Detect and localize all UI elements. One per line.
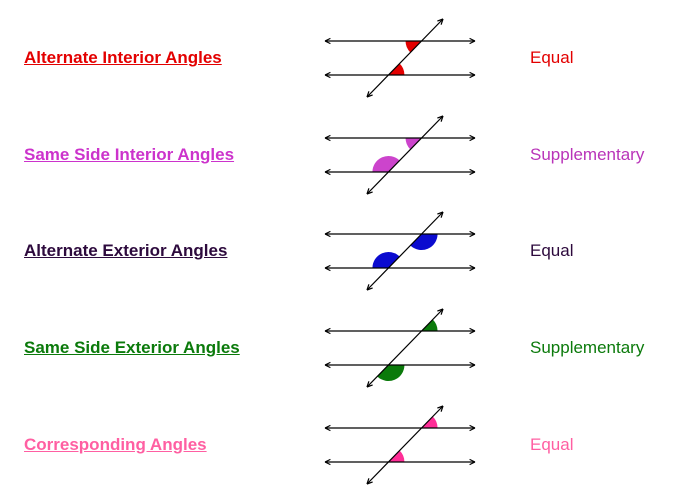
angle-row-alternate-exterior: Alternate Exterior Angles Equal [0,203,700,299]
angle-type-label: Same Side Interior Angles [24,145,234,164]
angle-type-label: Same Side Exterior Angles [24,338,240,357]
angle-relationship: Supplementary [530,145,644,164]
angle-diagram [315,206,485,296]
angle-row-same-side-exterior: Same Side Exterior Angles Supplementary [0,300,700,396]
angle-row-corresponding: Corresponding Angles Equal [0,397,700,493]
diagram-cell [300,206,500,296]
diagram-cell [300,110,500,200]
angle-type-label: Alternate Interior Angles [24,48,222,67]
angle-diagram [315,110,485,200]
diagram-cell [300,13,500,103]
angle-type-label: Alternate Exterior Angles [24,241,227,260]
angle-relationship: Equal [530,48,573,67]
angle-diagram [315,400,485,490]
angle-diagram [315,303,485,393]
angle-row-same-side-interior: Same Side Interior Angles Supplementary [0,107,700,203]
angle-type-label: Corresponding Angles [24,435,207,454]
angle-relationship: Equal [530,435,573,454]
angle-relationship: Equal [530,241,573,260]
diagram-cell [300,400,500,490]
angle-row-alternate-interior: Alternate Interior Angles Equal [0,10,700,106]
angle-relationship: Supplementary [530,338,644,357]
angle-diagram [315,13,485,103]
diagram-cell [300,303,500,393]
